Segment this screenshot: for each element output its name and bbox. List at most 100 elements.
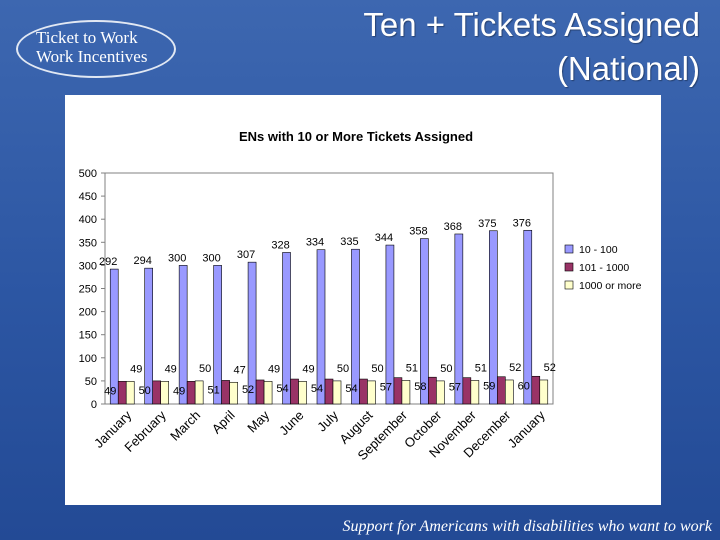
bar-10-100 <box>454 233 464 405</box>
bar-1000-or-more <box>436 380 445 405</box>
bar-1000-or-more <box>125 381 135 405</box>
data-label: 335 <box>340 236 358 248</box>
data-label: 49 <box>268 363 280 375</box>
data-label: 52 <box>509 362 521 374</box>
y-tick-label: 200 <box>79 307 97 319</box>
x-tick-label: April <box>209 407 238 436</box>
bar-10-100 <box>144 267 153 405</box>
bar-10-100 <box>420 238 429 405</box>
bar-1000-or-more <box>194 380 204 405</box>
y-tick-label: 400 <box>79 214 97 226</box>
bar-1000-or-more <box>160 381 169 405</box>
data-label: 54 <box>311 383 323 395</box>
chart-panel: ENs with 10 or More Tickets Assigned 0 50 1… <box>65 95 661 505</box>
data-label: 358 <box>409 226 427 238</box>
bar-1000-or-more <box>539 379 549 405</box>
bar-1000-or-more <box>367 380 376 405</box>
data-label: 49 <box>165 363 177 375</box>
bar-101-1000 <box>462 377 472 405</box>
data-label: 375 <box>478 218 496 230</box>
bar-101-1000 <box>221 380 230 405</box>
data-label: 51 <box>207 384 219 396</box>
data-label: 54 <box>276 383 288 395</box>
y-tick-label: 0 <box>91 399 97 411</box>
y-tick-label: 500 <box>79 168 97 180</box>
legend-label: 10 - 100 <box>579 244 618 256</box>
bar-1000-or-more <box>298 381 307 405</box>
x-tick-label: March <box>167 408 203 444</box>
bar-1000-or-more <box>263 381 273 405</box>
bar-10-100 <box>282 252 291 405</box>
bar-1000-or-more <box>229 381 238 405</box>
bar-10-100 <box>109 268 119 405</box>
data-label: 328 <box>271 239 289 251</box>
data-label: 50 <box>199 363 211 375</box>
x-tick-label: January <box>505 407 549 451</box>
data-label: 52 <box>544 362 556 374</box>
data-label: 58 <box>414 381 426 393</box>
y-tick-label: 300 <box>79 260 97 272</box>
data-label: 49 <box>130 363 142 375</box>
bar-101-1000 <box>290 378 299 405</box>
bar-1000-or-more <box>505 379 514 405</box>
data-label: 50 <box>337 363 349 375</box>
bar-101-1000 <box>186 381 196 405</box>
data-label: 334 <box>306 237 324 249</box>
data-label: 52 <box>242 384 254 396</box>
bar-10-100 <box>489 230 498 405</box>
y-tick-label: 450 <box>79 191 97 203</box>
data-label: 51 <box>475 362 487 374</box>
data-label: 57 <box>449 382 461 394</box>
footer-tagline: Support for Americans with disabilities … <box>342 518 712 535</box>
data-label: 57 <box>380 382 392 394</box>
data-label: 294 <box>134 255 152 267</box>
data-label: 50 <box>440 363 452 375</box>
data-label: 54 <box>345 383 357 395</box>
y-tick-label: 350 <box>79 237 97 249</box>
bar-101-1000 <box>393 377 403 405</box>
data-label: 59 <box>483 381 495 393</box>
legend-swatch <box>564 244 574 254</box>
legend-label: 1000 or more <box>579 280 642 292</box>
bar-10-100 <box>247 261 257 405</box>
bar-101-1000 <box>497 376 506 405</box>
legend-swatch <box>564 262 574 272</box>
ticket-to-work-logo: Ticket to Work Work Incentives <box>16 20 176 78</box>
y-tick-label: 100 <box>79 353 97 365</box>
bar-101-1000 <box>117 381 127 405</box>
x-tick-label: July <box>314 407 341 434</box>
bar-101-1000 <box>359 378 368 405</box>
bar-1000-or-more <box>332 380 342 405</box>
chart-title: ENs with 10 or More Tickets Assigned <box>239 129 473 144</box>
legend-label: 101 - 1000 <box>579 262 629 274</box>
bar-101-1000 <box>255 379 265 405</box>
y-tick-label: 250 <box>79 284 97 296</box>
bar-101-1000 <box>152 380 161 405</box>
x-tick-label: June <box>276 408 307 439</box>
data-label: 50 <box>371 363 383 375</box>
data-label: 300 <box>202 252 220 264</box>
y-tick-label: 150 <box>79 330 97 342</box>
data-label: 376 <box>513 217 531 229</box>
bar-10-100 <box>351 248 360 405</box>
data-label: 368 <box>444 221 462 233</box>
slide-title-line-1: Ten + Tickets Assigned <box>363 6 700 43</box>
x-tick-label: May <box>244 407 272 435</box>
data-label: 49 <box>104 385 116 397</box>
bar-1000-or-more <box>470 380 480 405</box>
bar-10-100 <box>385 244 395 405</box>
bar-10-100 <box>178 265 188 405</box>
bar-101-1000 <box>531 375 541 405</box>
data-label: 51 <box>406 362 418 374</box>
logo-line-2: Work Incentives <box>36 47 148 66</box>
data-label: 49 <box>302 363 314 375</box>
logo-ring <box>16 20 176 78</box>
data-label: 49 <box>173 385 185 397</box>
data-label: 50 <box>139 385 151 397</box>
bar-10-100 <box>316 249 326 405</box>
bar-1000-or-more <box>401 380 411 405</box>
data-label: 344 <box>375 232 393 244</box>
data-label: 307 <box>237 249 255 261</box>
data-label: 300 <box>168 252 186 264</box>
logo-line-1: Ticket to Work <box>36 28 138 47</box>
